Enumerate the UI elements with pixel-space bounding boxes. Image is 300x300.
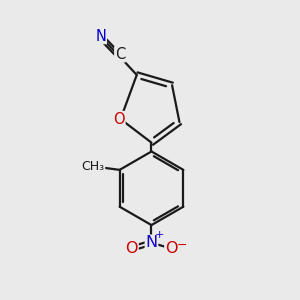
- Text: N: N: [146, 235, 158, 250]
- Text: C: C: [115, 47, 125, 62]
- Text: O: O: [165, 241, 178, 256]
- Text: −: −: [177, 238, 187, 252]
- Text: CH₃: CH₃: [82, 160, 105, 173]
- Text: O: O: [125, 241, 138, 256]
- Text: N: N: [95, 28, 106, 44]
- Text: O: O: [113, 112, 125, 127]
- Text: +: +: [155, 230, 164, 240]
